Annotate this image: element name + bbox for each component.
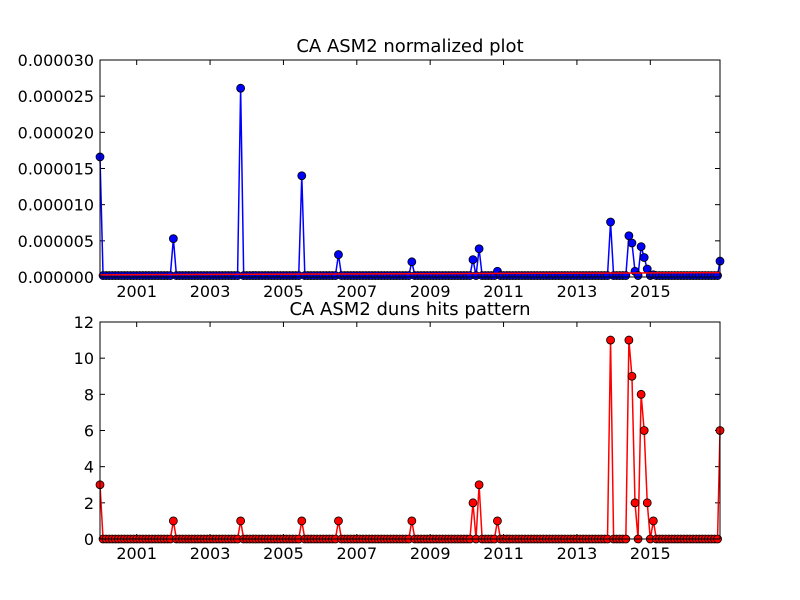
x-tick-label: 2005 [263, 282, 304, 301]
data-point [334, 250, 343, 259]
x-tick-label: 2003 [190, 282, 231, 301]
x-tick-label: 2015 [630, 282, 671, 301]
data-point [407, 257, 417, 267]
y-tick-label: 0.000030 [18, 51, 94, 70]
x-tick-label: 2013 [557, 544, 598, 563]
normalized-plot-panel: CA ASM2 normalized plot 0.000000 0.000005… [18, 36, 725, 301]
data-point [168, 516, 178, 526]
duns-hits-plot-area: 0 2 4 6 8 10 12 2001 2003 2005 2007 2009 2011 2013 201… [74, 313, 725, 563]
data-point [630, 498, 640, 508]
duns-hits-title: CA ASM2 duns hits pattern [289, 299, 530, 320]
data-point [627, 371, 637, 381]
y-tick-label: 0.000005 [18, 232, 94, 251]
axes-frame [99, 321, 721, 540]
data-point [639, 253, 649, 262]
data-point [642, 498, 652, 508]
data-point [636, 242, 646, 252]
axes-frame [99, 59, 721, 278]
trend-line [99, 271, 721, 276]
y-tick-label: 8 [84, 385, 94, 404]
data-point [468, 255, 478, 265]
y-tick-label: 6 [84, 422, 94, 441]
x-tick-label: 2011 [483, 282, 524, 301]
data-point [624, 231, 634, 241]
normalized-plot-title: CA ASM2 normalized plot [296, 36, 523, 57]
data-point [236, 83, 246, 93]
data-point [624, 335, 634, 345]
y-tick-label: 4 [84, 458, 94, 477]
y-tick-label: 0 [84, 530, 94, 549]
data-point [474, 244, 484, 254]
data-point [168, 234, 178, 244]
y-tick-label: 0.000010 [18, 196, 94, 215]
x-tick-label: 2007 [336, 544, 377, 563]
y-tick-label: 2 [84, 494, 94, 513]
data-point [636, 389, 646, 399]
data-point [627, 238, 637, 248]
duns-hits-panel: CA ASM2 duns hits pattern 0 2 4 6 8 10 12 2001 2… [74, 299, 725, 563]
y-tick-label: 0.000000 [18, 268, 94, 287]
data-point [606, 217, 615, 227]
x-tick-label: 2001 [116, 544, 157, 563]
normalized-plot-area: 0.000000 0.000005 0.000010 0.000015 0.000020… [18, 51, 725, 301]
y-tick-label: 0.000020 [18, 123, 94, 142]
x-tick-label: 2003 [190, 544, 231, 563]
x-tick-label: 2005 [263, 544, 304, 563]
data-point [407, 516, 417, 526]
y-tick-label: 10 [74, 349, 94, 368]
data-point [334, 516, 343, 526]
x-tick-label: 2013 [557, 282, 598, 301]
x-tick-label: 2015 [630, 544, 671, 563]
data-point [468, 498, 478, 508]
data-point [639, 426, 649, 435]
x-tick-label: 2009 [410, 282, 451, 301]
data-point [606, 335, 615, 345]
y-tick-label: 0.000025 [18, 87, 94, 106]
y-tick-label: 0.000015 [18, 160, 94, 179]
y-tick-label: 12 [74, 313, 94, 332]
data-point [297, 171, 307, 181]
data-point [297, 516, 307, 526]
x-tick-label: 2007 [336, 282, 377, 301]
x-tick-label: 2001 [116, 282, 157, 301]
x-tick-label: 2009 [410, 544, 451, 563]
data-point [648, 516, 658, 526]
x-tick-label: 2011 [483, 544, 524, 563]
data-point [236, 516, 246, 526]
data-point [493, 516, 502, 526]
data-point [474, 480, 484, 490]
